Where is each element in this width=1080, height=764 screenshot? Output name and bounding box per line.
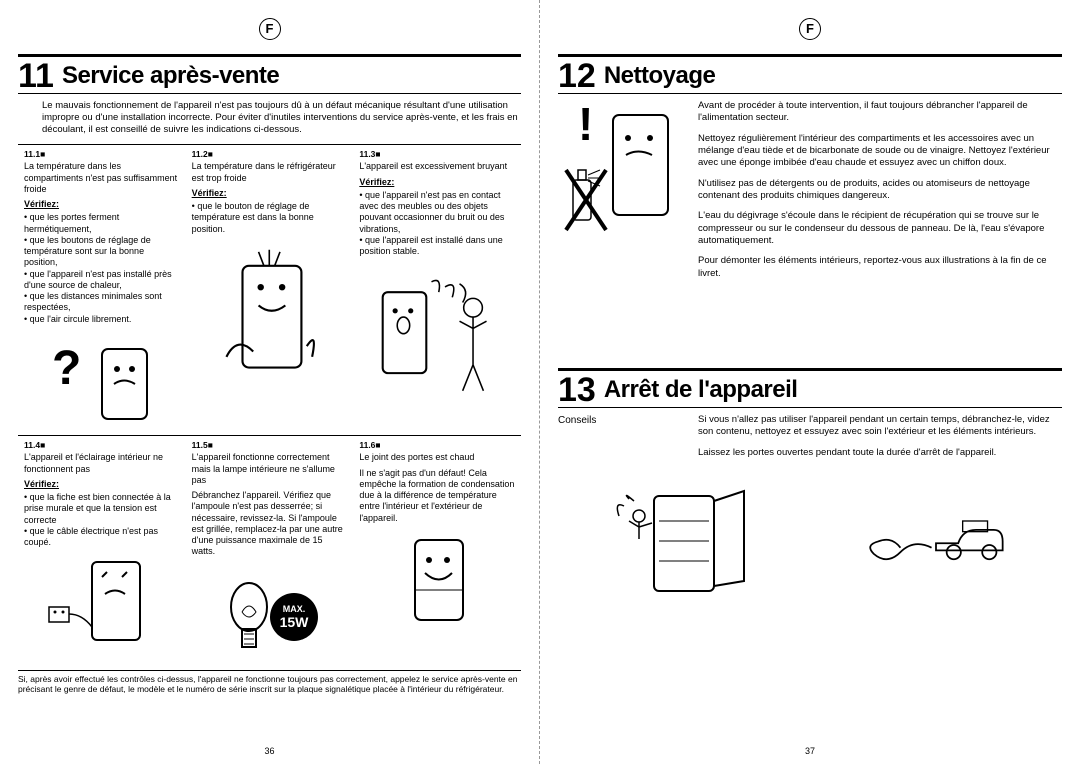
- section-13: 13 Arrêt de l'appareil Conseils Si vous …: [558, 368, 1062, 601]
- bullet: que l'appareil n'est pas en contact avec…: [359, 190, 515, 235]
- verifiez-label: Vérifiez:: [24, 479, 180, 490]
- section-11: 11 Service après-vente Le mauvais foncti…: [18, 54, 521, 694]
- page-number-36: 36: [264, 746, 274, 756]
- para: N'utilisez pas de détergents ou de produ…: [698, 178, 1062, 203]
- cell-bullets: que la fiche est bien connectée à la pri…: [24, 492, 180, 548]
- para: Avant de procéder à toute intervention, …: [698, 100, 1062, 125]
- cell-bullets: que l'appareil n'est pas en contact avec…: [359, 190, 515, 258]
- para: Nettoyez régulièrement l'intérieur des c…: [698, 133, 1062, 170]
- section-12-text: Avant de procéder à toute intervention, …: [698, 100, 1062, 288]
- bullet: que les boutons de réglage de températur…: [24, 235, 180, 269]
- svg-text:?: ?: [52, 342, 81, 395]
- svg-text:MAX.: MAX.: [283, 604, 306, 614]
- para: Laissez les portes ouvertes pendant tout…: [698, 447, 1062, 459]
- cell-11-2: 11.2■ La température dans le réfrigérate…: [186, 144, 354, 435]
- section-13-body: Conseils Si vous n'allez pas utiliser l'…: [558, 414, 1062, 467]
- cell-lead: L'appareil fonctionne correctement mais …: [192, 452, 348, 486]
- verifiez-label: Vérifiez:: [359, 177, 515, 188]
- bullet: que le bouton de réglage de température …: [192, 201, 348, 235]
- illustration-no-spray: !: [558, 100, 688, 288]
- bullet: que le câble électrique n'est pas coupé.: [24, 526, 180, 549]
- cell-num: 11.5■: [192, 440, 348, 451]
- bullet: que la fiche est bien connectée à la pri…: [24, 492, 180, 526]
- cell-lead: Le joint des portes est chaud: [359, 452, 515, 463]
- section-12-title: Nettoyage: [604, 57, 716, 89]
- cell-lead: L'appareil est excessivement bruyant: [359, 161, 515, 172]
- cell-11-1: 11.1■ La température dans les compartime…: [18, 144, 186, 435]
- language-badge: F: [259, 18, 281, 40]
- para: Si vous n'allez pas utiliser l'appareil …: [698, 414, 1062, 439]
- cell-num: 11.2■: [192, 149, 348, 160]
- illustration-cold-fridge: [192, 239, 348, 389]
- bullet: que l'appareil n'est pas installé près d…: [24, 269, 180, 292]
- section-11-intro: Le mauvais fonctionnement de l'appareil …: [42, 100, 521, 136]
- para: L'eau du dégivrage s'écoule dans le réci…: [698, 210, 1062, 247]
- cell-num: 11.6■: [359, 440, 515, 451]
- section-12-header: 12 Nettoyage: [558, 54, 1062, 94]
- section-11-row-2: 11.4■ L'appareil et l'éclairage intérieu…: [18, 435, 521, 668]
- section-11-number: 11: [18, 57, 54, 93]
- cell-11-6: 11.6■ Le joint des portes est chaud Il n…: [353, 435, 521, 668]
- svg-text:!: !: [578, 100, 593, 150]
- section-13-number: 13: [558, 371, 596, 407]
- section-12-body: ! Avant de procéder à toute intervention…: [558, 100, 1062, 288]
- section-13-header: 13 Arrêt de l'appareil: [558, 368, 1062, 408]
- cell-text: Débranchez l'appareil. Vérifiez que l'am…: [192, 490, 348, 558]
- section-11-header: 11 Service après-vente: [18, 54, 521, 94]
- cell-lead: La température dans les compartiments n'…: [24, 161, 180, 195]
- page-36: F 11 Service après-vente Le mauvais fonc…: [0, 0, 540, 764]
- illustration-happy-fridge: [359, 528, 515, 628]
- para: Pour démonter les éléments intérieurs, r…: [698, 255, 1062, 280]
- section-11-title: Service après-vente: [62, 57, 279, 89]
- cell-bullets: que les portes ferment hermétiquement, q…: [24, 212, 180, 325]
- cell-lead: La température dans le réfrigérateur est…: [192, 161, 348, 184]
- illustration-plug-fridge: [24, 552, 180, 652]
- cell-num: 11.3■: [359, 149, 515, 160]
- illustration-question-fridge: ?: [24, 329, 180, 429]
- illustration-noisy-fridge: [359, 261, 515, 396]
- bullet: que les portes ferment hermétiquement,: [24, 212, 180, 235]
- page-37: F 12 Nettoyage ! Avant de procéder à tou…: [540, 0, 1080, 764]
- svg-text:15W: 15W: [280, 614, 310, 630]
- bullet: que les distances minimales sont respect…: [24, 291, 180, 314]
- cell-11-5: 11.5■ L'appareil fonctionne correctement…: [186, 435, 354, 668]
- section-11-footer: Si, après avoir effectué les contrôles c…: [18, 670, 521, 694]
- section-12: 12 Nettoyage ! Avant de procéder à toute…: [558, 54, 1062, 288]
- cell-bullets: que le bouton de réglage de température …: [192, 201, 348, 235]
- illustration-open-fridge: [604, 481, 764, 601]
- verifiez-label: Vérifiez:: [192, 188, 348, 199]
- section-11-row-1: 11.1■ La température dans les compartime…: [18, 144, 521, 435]
- section-13-illustrations: [558, 481, 1062, 601]
- bullet: que l'appareil est installé dans une pos…: [359, 235, 515, 258]
- language-badge: F: [799, 18, 821, 40]
- illustration-bulb: MAX.15W: [192, 562, 348, 662]
- cell-text: Il ne s'agit pas d'un défaut! Cela empêc…: [359, 468, 515, 524]
- section-13-title: Arrêt de l'appareil: [604, 371, 798, 403]
- conseils-label: Conseils: [558, 414, 688, 467]
- cell-lead: L'appareil et l'éclairage intérieur ne f…: [24, 452, 180, 475]
- page-number-37: 37: [805, 746, 815, 756]
- section-13-text: Si vous n'allez pas utiliser l'appareil …: [698, 414, 1062, 467]
- verifiez-label: Vérifiez:: [24, 199, 180, 210]
- illustration-car-leaving: [856, 481, 1016, 601]
- cell-11-4: 11.4■ L'appareil et l'éclairage intérieu…: [18, 435, 186, 668]
- section-12-number: 12: [558, 57, 596, 93]
- bullet: que l'air circule librement.: [24, 314, 180, 325]
- cell-num: 11.4■: [24, 440, 180, 451]
- cell-11-3: 11.3■ L'appareil est excessivement bruya…: [353, 144, 521, 435]
- cell-num: 11.1■: [24, 149, 180, 160]
